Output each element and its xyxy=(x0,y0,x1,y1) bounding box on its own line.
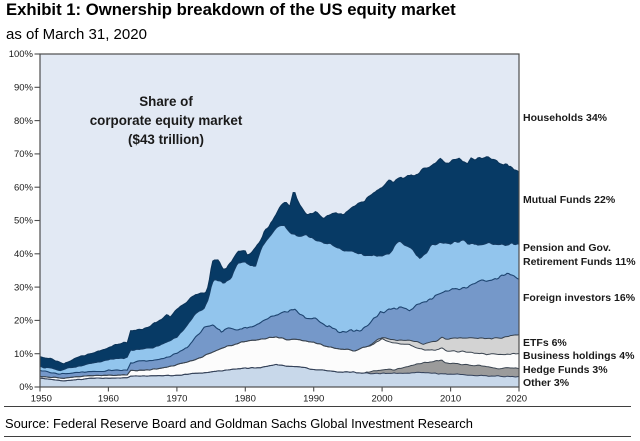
svg-text:70%: 70% xyxy=(14,149,34,160)
svg-text:40%: 40% xyxy=(14,249,34,260)
svg-text:20%: 20% xyxy=(14,316,34,327)
svg-text:50%: 50% xyxy=(14,216,34,227)
svg-text:10%: 10% xyxy=(14,349,34,360)
svg-text:80%: 80% xyxy=(14,116,34,127)
svg-text:1950: 1950 xyxy=(31,394,52,405)
svg-text:60%: 60% xyxy=(14,182,34,193)
svg-text:1960: 1960 xyxy=(98,394,119,405)
svg-text:2000: 2000 xyxy=(372,394,393,405)
svg-text:1980: 1980 xyxy=(235,394,256,405)
svg-text:2020: 2020 xyxy=(506,394,527,405)
svg-text:0%: 0% xyxy=(19,382,33,393)
svg-text:2010: 2010 xyxy=(440,394,461,405)
svg-text:30%: 30% xyxy=(14,282,34,293)
svg-text:1970: 1970 xyxy=(166,394,187,405)
svg-text:90%: 90% xyxy=(14,83,34,94)
svg-text:100%: 100% xyxy=(9,49,34,60)
svg-text:1990: 1990 xyxy=(303,394,324,405)
